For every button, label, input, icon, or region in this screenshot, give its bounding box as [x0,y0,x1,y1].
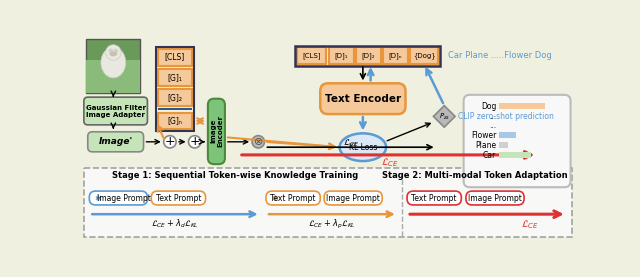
FancyBboxPatch shape [84,97,147,125]
Bar [157,49,193,66]
Text: KL Loss: KL Loss [349,143,377,152]
Bar [156,47,194,131]
Text: $\mathcal{L}_{CE}$: $\mathcal{L}_{CE}$ [520,218,538,230]
FancyBboxPatch shape [324,191,382,205]
FancyBboxPatch shape [208,99,225,164]
Text: Dog: Dog [481,102,496,111]
Text: [CLS]: [CLS] [165,53,185,61]
Bar [383,47,408,64]
Text: +: + [189,135,200,148]
Bar [157,69,193,86]
Text: Stage 2: Multi-modal Token Adaptation: Stage 2: Multi-modal Token Adaptation [383,171,568,180]
FancyBboxPatch shape [88,132,143,152]
Text: ✱: ✱ [95,194,102,202]
Text: Car Plane .....Flower Dog: Car Plane .....Flower Dog [448,51,552,60]
Bar [499,152,531,158]
Text: $P_{zs}$: $P_{zs}$ [438,111,450,122]
Text: Text Prompt: Text Prompt [156,194,201,202]
Ellipse shape [164,136,176,148]
FancyBboxPatch shape [407,191,461,205]
Text: [D]ₙ: [D]ₙ [388,52,402,59]
Text: [D]₁: [D]₁ [335,52,348,59]
Text: $\mathcal{L}_{CE}$: $\mathcal{L}_{CE}$ [343,138,360,149]
Ellipse shape [340,133,386,161]
Text: [G]₁: [G]₁ [168,73,182,82]
Bar [297,47,326,64]
Text: [G]₂: [G]₂ [168,93,182,102]
Text: Image': Image' [99,137,132,146]
Bar [356,47,381,64]
FancyBboxPatch shape [151,191,205,205]
Text: Text Encoder: Text Encoder [325,94,401,104]
Bar [499,142,508,148]
Text: $\mathcal{L}_{CE}$: $\mathcal{L}_{CE}$ [381,156,399,169]
Text: Image Prompt: Image Prompt [468,194,522,202]
FancyBboxPatch shape [90,191,147,205]
Text: ⊗: ⊗ [253,137,263,147]
Text: $\mathcal{L}_{CE} + \lambda_d\mathcal{L}_{KL}$: $\mathcal{L}_{CE} + \lambda_d\mathcal{L}… [150,218,198,230]
Text: +: + [164,135,175,148]
Text: Gaussian Filter
Image Adapter: Gaussian Filter Image Adapter [86,104,146,117]
Bar [86,60,140,93]
Bar [499,102,545,109]
Text: ...: ... [489,112,496,121]
Bar [410,47,438,64]
Text: Text Prompt: Text Prompt [270,194,316,202]
Text: ✱: ✱ [271,194,278,202]
Text: Image
Encoder: Image Encoder [210,115,223,147]
Bar [84,168,572,237]
Text: Image Prompt: Image Prompt [326,194,380,202]
FancyBboxPatch shape [463,95,571,187]
Ellipse shape [189,136,201,148]
Ellipse shape [101,47,125,78]
Ellipse shape [109,49,113,53]
Bar [329,47,353,64]
Ellipse shape [109,52,117,56]
Bar [157,112,193,129]
Ellipse shape [113,49,118,53]
Bar [296,45,440,66]
Ellipse shape [106,45,121,60]
Text: Image Prompt: Image Prompt [97,194,151,202]
Text: Plane: Plane [475,141,496,150]
Bar [157,108,193,110]
Text: Car: Car [483,151,496,160]
Text: Stage 1: Sequential Token-wise Knowledge Training: Stage 1: Sequential Token-wise Knowledge… [112,171,358,180]
FancyBboxPatch shape [266,191,320,205]
Bar [86,39,140,93]
Text: [G]ₙ: [G]ₙ [168,117,182,125]
Text: $\mathcal{L}_{CE} + \lambda_p\mathcal{L}_{KL}$: $\mathcal{L}_{CE} + \lambda_p\mathcal{L}… [308,218,356,231]
Text: [CLS]: [CLS] [303,52,321,59]
Text: Flower: Flower [471,131,496,140]
Text: ...: ... [489,121,496,130]
Text: CLIP zero-shot prediction: CLIP zero-shot prediction [458,112,554,121]
Bar [499,132,516,138]
Polygon shape [433,106,455,127]
Text: [D]₂: [D]₂ [362,52,375,59]
Text: Text Prompt: Text Prompt [412,194,457,202]
Bar [157,89,193,106]
FancyBboxPatch shape [466,191,524,205]
FancyBboxPatch shape [320,83,406,114]
Text: {Dog}: {Dog} [413,52,435,59]
Ellipse shape [252,136,264,148]
